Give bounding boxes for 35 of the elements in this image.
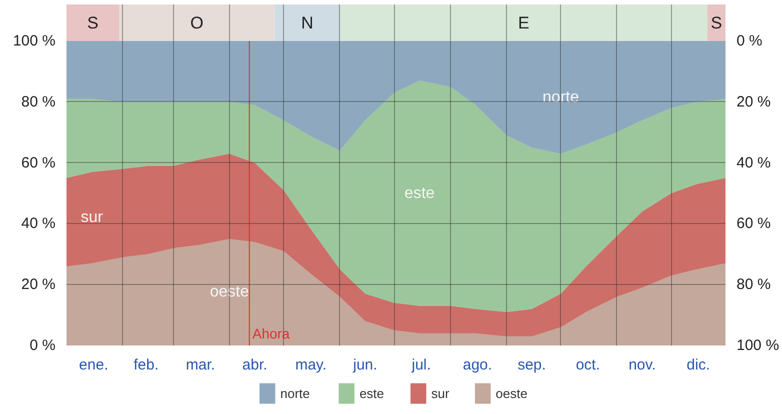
band-label: O (190, 13, 204, 32)
x-tick-label: ago. (462, 356, 492, 374)
legend-label: sur (431, 386, 450, 401)
y-tick-label: 0 % (30, 337, 56, 354)
y-tick-label: 80 % (21, 93, 56, 110)
y-tick-label: 40 % (21, 215, 56, 232)
legend-label: norte (280, 386, 310, 401)
y-tick-label: 60 % (21, 154, 56, 172)
band-label: E (518, 13, 530, 32)
y2-tick-label: 0 % (736, 32, 762, 50)
x-tick-label: dic. (686, 356, 710, 374)
y-tick-label: 100 % (12, 32, 56, 50)
x-tick-label: nov. (628, 356, 656, 374)
band-label: N (301, 13, 314, 32)
x-tick-label: oct. (576, 356, 600, 374)
y2-tick-label: 100 % (736, 337, 780, 354)
text: sur (80, 209, 103, 226)
band-label: S (87, 13, 98, 32)
x-tick-label: feb. (134, 356, 159, 374)
y2-tick-label: 60 % (736, 215, 771, 232)
band-label: S (710, 13, 722, 32)
legend-label: este (359, 386, 384, 401)
y2-tick-label: 40 % (736, 154, 771, 172)
x-tick-label: ene. (79, 356, 108, 374)
legend-label: oeste (496, 386, 528, 401)
x-tick-label: mar. (186, 356, 216, 374)
y2-tick-label: 20 % (736, 93, 771, 110)
x-tick-label: abr. (242, 356, 268, 374)
text: este (404, 184, 435, 202)
x-tick-label: sep. (518, 356, 546, 374)
x-tick-label: jul. (410, 356, 431, 374)
x-tick-label: jun. (352, 356, 378, 374)
x-tick-label: may. (295, 356, 327, 374)
y-tick-label: 20 % (21, 276, 56, 294)
y2-tick-label: 80 % (736, 276, 771, 294)
